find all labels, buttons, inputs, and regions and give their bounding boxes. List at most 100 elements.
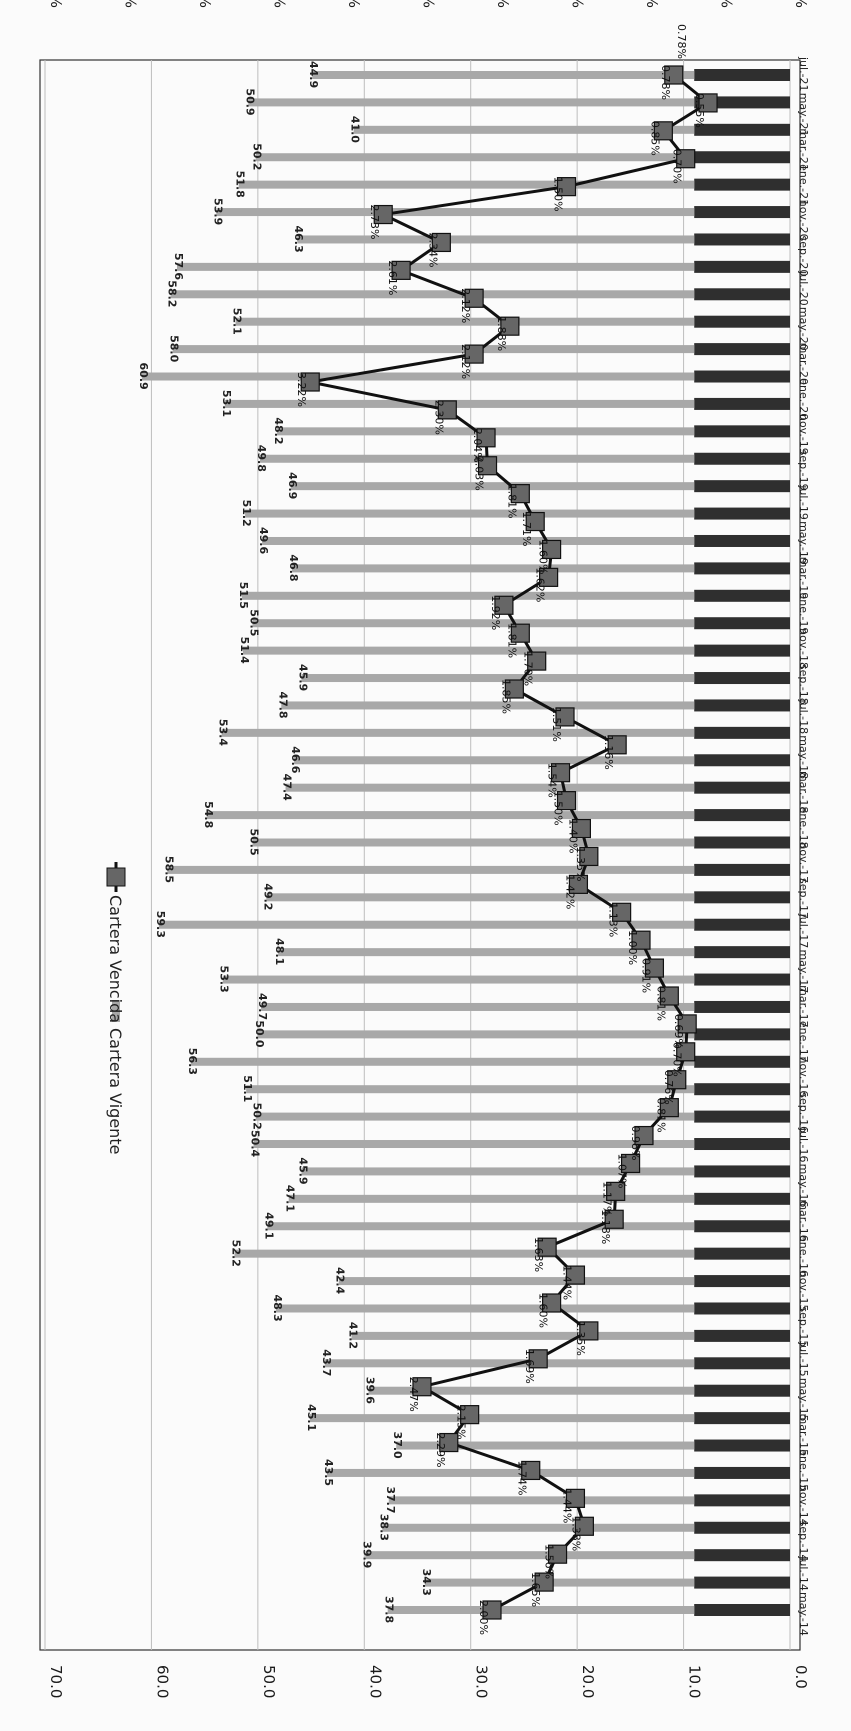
bar-value-label: 50.2 xyxy=(251,1103,264,1130)
line-value-label: 1.71% xyxy=(520,512,533,547)
bar-value-label: 38.3 xyxy=(377,1514,390,1541)
line-value-label: 2.04% xyxy=(471,428,484,463)
category-label: sep.-19 xyxy=(797,450,810,491)
bar-cartera-vigente xyxy=(141,372,695,381)
bar-value-label: 39.9 xyxy=(360,1541,373,1568)
bar-cartera-vigente xyxy=(290,482,695,491)
series-marker-cartera-vencida xyxy=(556,791,577,811)
line-value-label: 2.00% xyxy=(477,1600,490,1635)
bar-value-label: 37.8 xyxy=(383,1596,396,1623)
bar-dark-base xyxy=(694,946,790,959)
bar-dark-base xyxy=(694,1466,790,1479)
bar-cartera-vigente xyxy=(324,1359,695,1368)
line-value-label: 1.13% xyxy=(607,902,620,937)
series-marker-cartera-vencida xyxy=(500,316,520,336)
bar-dark-base xyxy=(694,96,790,109)
bar-dark-base xyxy=(694,288,790,301)
left-axis-tick-label: 30.0 xyxy=(473,1665,491,1698)
bar-cartera-vigente xyxy=(245,509,695,518)
series-marker-cartera-vencida xyxy=(534,1572,554,1592)
line-value-label: 0.98% xyxy=(629,1126,642,1161)
bar-cartera-vigente xyxy=(285,783,695,792)
bar-value-label: 47.4 xyxy=(281,774,294,801)
line-value-label: 0.70% xyxy=(671,149,684,184)
line-value-label: 2.30% xyxy=(432,400,445,435)
series-marker-cartera-vencida xyxy=(528,1349,548,1369)
series-marker-cartera-vencida xyxy=(510,484,530,504)
series-marker-cartera-vencida xyxy=(541,539,562,560)
bar-dark-base xyxy=(694,1302,790,1315)
bar-dark-base xyxy=(694,534,790,547)
bar-cartera-vigente xyxy=(252,619,695,628)
category-label: nov.-19 xyxy=(797,414,810,455)
legend-swatch-cartera-vigente xyxy=(112,1000,120,1022)
bar-cartera-vigente xyxy=(238,180,695,189)
bar-cartera-vigente xyxy=(257,1030,695,1039)
line-value-label: 1.70% xyxy=(522,651,535,686)
bar-cartera-vigente xyxy=(255,153,695,162)
bar-dark-base xyxy=(694,260,790,273)
bar-cartera-vigente xyxy=(353,125,695,134)
series-marker-cartera-vencida xyxy=(464,288,484,308)
bar-cartera-vigente xyxy=(312,71,695,79)
line-value-label: 1.62% xyxy=(534,567,547,602)
bar-value-label: 46.3 xyxy=(292,225,305,252)
right-axis-tick-label: 4.50% xyxy=(122,0,140,8)
category-label: ene.-18 xyxy=(797,807,810,849)
series-marker-cartera-vencida xyxy=(556,177,577,197)
bar-value-label: 44.9 xyxy=(307,61,320,88)
legend-label-cartera-vigente: Cartera Vigente xyxy=(106,1028,125,1154)
bar-dark-base xyxy=(694,1329,790,1342)
right-axis-tick-label: 0.50% xyxy=(718,0,736,8)
right-axis-tick-label: 5.00% xyxy=(47,0,65,8)
bar-dark-base xyxy=(694,452,790,465)
bar-cartera-vigente xyxy=(255,1112,695,1121)
bar-dark-base xyxy=(694,781,790,794)
series-marker-cartera-vencida xyxy=(541,1293,562,1313)
line-value-label: 1.74% xyxy=(516,1460,529,1495)
category-label: may.-19 xyxy=(797,521,810,565)
bar-cartera-vigente xyxy=(368,1386,695,1395)
line-value-label: 0.55% xyxy=(693,93,706,128)
plot-border xyxy=(39,59,801,1651)
series-marker-cartera-vencida xyxy=(604,1209,624,1229)
bar-dark-base xyxy=(694,1110,790,1123)
line-value-label: 0.69% xyxy=(672,1014,685,1049)
category-label: sep.-14 xyxy=(797,1521,810,1562)
bar-cartera-vigente xyxy=(365,1551,695,1560)
series-marker-cartera-vencida xyxy=(477,456,498,476)
bar-cartera-vigente xyxy=(281,701,695,710)
category-label: sep.-15 xyxy=(797,1306,810,1347)
line-value-label: 1.60% xyxy=(537,539,550,574)
bar-dark-base xyxy=(694,644,790,657)
right-axis-tick-label: 2.00% xyxy=(494,0,512,8)
series-marker-cartera-vencida xyxy=(574,1516,594,1536)
series-marker-cartera-vencida xyxy=(676,1042,696,1062)
series-marker-cartera-vencida xyxy=(698,93,718,113)
bar-cartera-vigente xyxy=(278,948,695,957)
bar-value-label: 52.1 xyxy=(231,308,244,335)
line-value-label: 1.42% xyxy=(563,874,576,909)
line-value-label: 2.73% xyxy=(368,205,381,240)
bar-dark-base xyxy=(694,178,790,191)
bar-value-label: 37.7 xyxy=(384,1486,397,1513)
bar-value-label: 53.9 xyxy=(211,198,224,225)
series-marker-cartera-vencida xyxy=(439,1432,459,1453)
bar-dark-base xyxy=(694,425,790,438)
bar-value-label: 50.5 xyxy=(248,609,261,636)
category-label: jul.-14 xyxy=(797,1555,810,1591)
bar-dark-base xyxy=(694,918,790,931)
line-value-label: 1.07% xyxy=(616,1153,629,1188)
series-marker-cartera-vencida xyxy=(667,1070,687,1090)
bar-cartera-vigente xyxy=(387,1606,695,1614)
bar-value-label: 46.6 xyxy=(289,746,302,773)
bar-value-label: 51.2 xyxy=(240,500,253,527)
bar-dark-base xyxy=(694,1521,790,1534)
category-label: ene.-19 xyxy=(797,592,810,634)
category-label: may.-21 xyxy=(797,93,810,137)
bar-value-label: 50.9 xyxy=(243,88,256,115)
bar-cartera-vigente xyxy=(246,1085,695,1094)
line-value-label: 0.78% xyxy=(659,65,672,100)
bar-value-label: 37.0 xyxy=(391,1432,404,1459)
